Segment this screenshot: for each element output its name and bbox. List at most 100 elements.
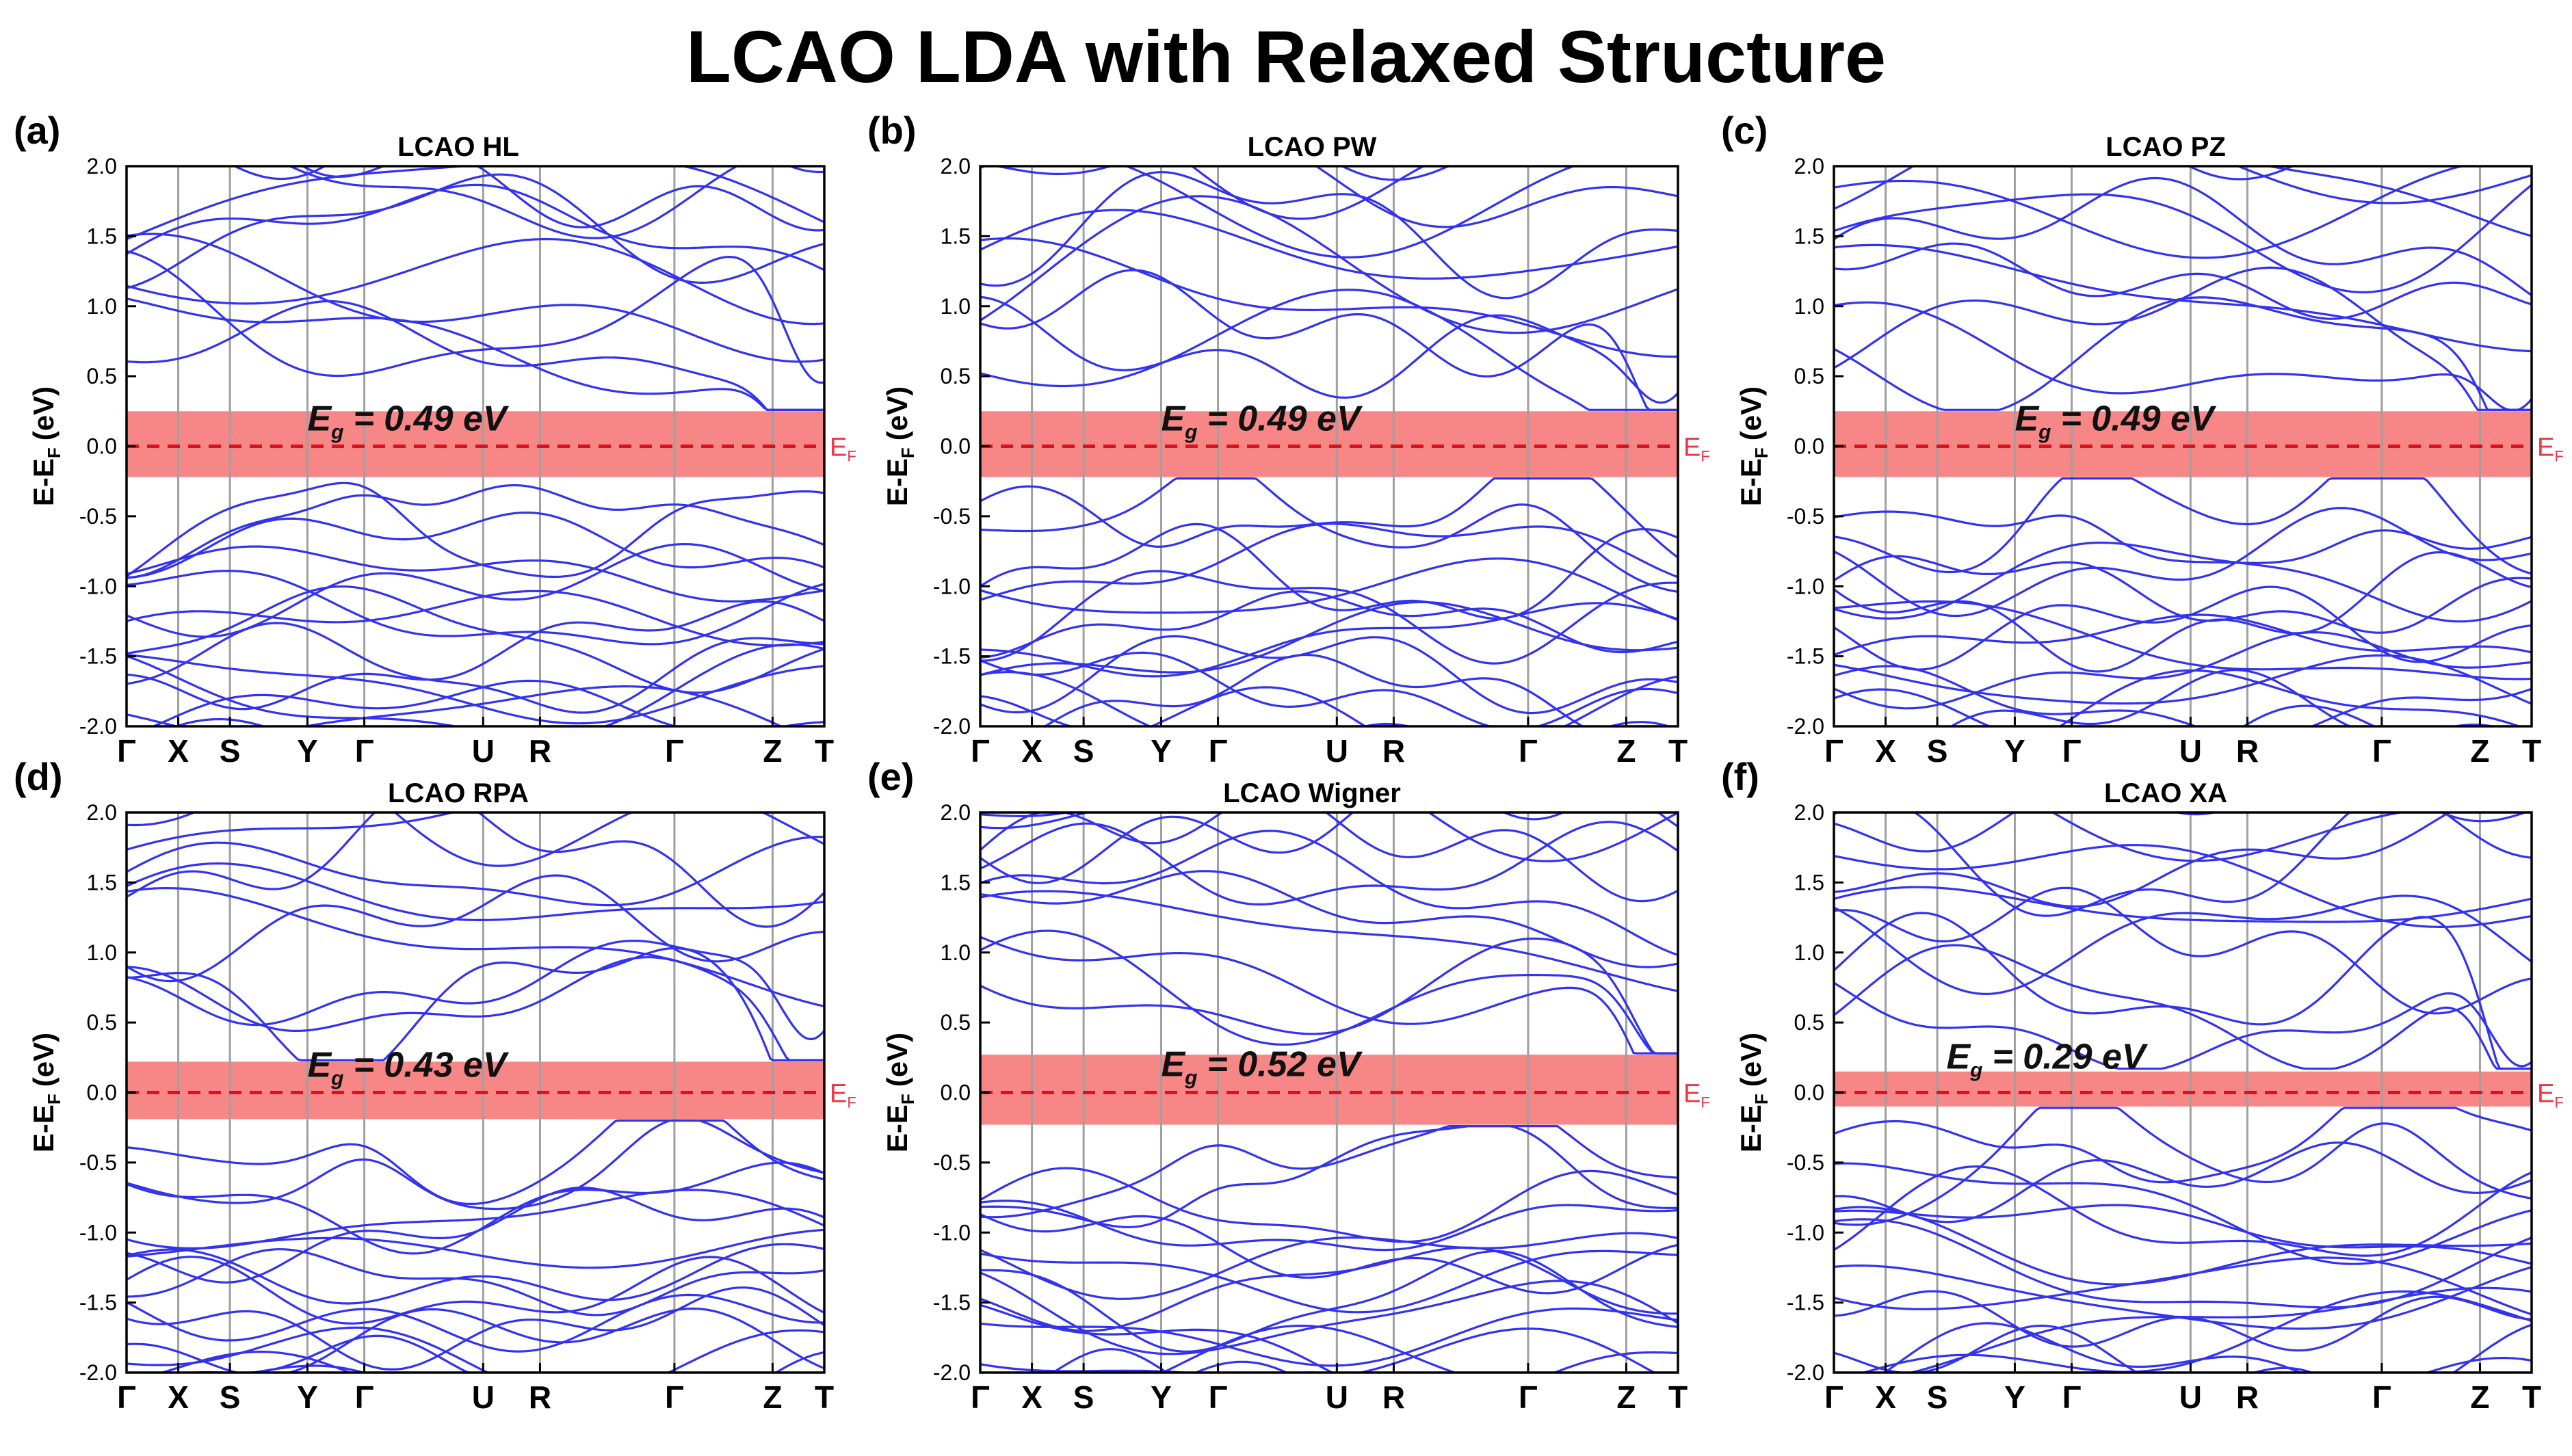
valence-band [980, 1213, 1678, 1295]
panel-label: (e) [867, 755, 914, 798]
conduction-band [1834, 166, 2467, 259]
x-tick-label: Y [2004, 733, 2025, 769]
conduction-band [980, 295, 1678, 404]
x-tick-label: X [1875, 733, 1896, 769]
gap-value: = 0.43 eV [353, 1045, 509, 1085]
y-tick-label: -2.0 [79, 714, 117, 739]
x-tick-label: Y [2004, 1379, 2025, 1415]
conduction-band [980, 936, 1678, 1055]
valence-band [1149, 686, 1678, 726]
y-tick-label: 0.0 [87, 1081, 117, 1105]
x-tick-label: Γ [1209, 1379, 1228, 1415]
panel-a: 2.01.51.00.50.0-0.5-1.0-1.5-2.0Γ X S Y Γ U R Γ Z… [14, 109, 856, 769]
conduction-band [2235, 166, 2532, 204]
x-tick-label: U [2179, 1379, 2202, 1415]
y-axis-label-unit: (eV) [881, 1033, 913, 1087]
conduction-band [1834, 895, 2532, 996]
gap-symbol: E [2015, 399, 2039, 438]
conduction-band [980, 237, 1678, 358]
valence-band [1834, 585, 2532, 671]
y-tick-label: 0.5 [1794, 1010, 1824, 1035]
x-tick-label: S [220, 733, 241, 769]
fermi-label-main: E [2537, 1080, 2554, 1109]
y-axis-label: E-EF (eV) [1735, 386, 1772, 506]
panel-label: (b) [867, 109, 917, 152]
y-tick-label: -0.5 [933, 1150, 971, 1175]
panel-label: (c) [1721, 109, 1768, 152]
band-gap-annotation: Eg = 0.49 eV [1161, 399, 1363, 443]
x-tick-label: Γ [1824, 733, 1843, 769]
y-tick-label: -2.0 [933, 714, 971, 739]
valence-band [1042, 653, 1678, 726]
valence-band [127, 545, 824, 603]
x-tick-label: Y [297, 733, 318, 769]
valence-band [1834, 600, 2532, 680]
valence-band [980, 651, 1678, 726]
x-tick-label: Γ [2062, 733, 2082, 769]
x-tick-label: R [1382, 1379, 1405, 1415]
y-axis-label-unit: (eV) [881, 386, 913, 440]
y-tick-label: -0.5 [79, 504, 117, 529]
valence-band [1949, 669, 2497, 726]
y-axis-label: E-EF (eV) [881, 1033, 918, 1152]
valence-band [127, 1256, 824, 1325]
x-tick-label: S [1927, 1379, 1948, 1415]
panel-d: 2.01.51.00.50.0-0.5-1.0-1.5-2.0Γ X S Y Γ U R Γ Z… [14, 755, 856, 1415]
panel-e: 2.01.51.00.50.0-0.5-1.0-1.5-2.0Γ X S Y Γ U R Γ Z… [867, 755, 1710, 1415]
x-tick-label: U [472, 733, 495, 769]
valence-band [980, 1246, 1678, 1332]
y-axis-label-sub: F [897, 447, 918, 458]
y-tick-label: 1.0 [1794, 294, 1824, 319]
x-tick-label: X [1021, 733, 1042, 769]
conduction-band [127, 956, 824, 1061]
conduction-band [127, 812, 824, 928]
gap-subscript: g [1184, 421, 1197, 443]
x-tick-label: Γ [1824, 1379, 1843, 1415]
valence-band [172, 718, 267, 726]
valence-band [980, 635, 1678, 715]
gap-value: = 0.49 eV [2060, 399, 2216, 438]
x-tick-label: Γ [971, 733, 990, 769]
x-tick-label: Y [297, 1379, 318, 1415]
fermi-label-sub: F [1701, 448, 1709, 465]
fermi-label-main: E [2537, 434, 2554, 462]
conduction-band [127, 947, 824, 1061]
x-tick-label: T [815, 1379, 834, 1415]
x-tick-label: R [2236, 733, 2259, 769]
gap-value: = 0.52 eV [1207, 1044, 1363, 1084]
y-axis-label: E-EF (eV) [27, 386, 64, 506]
conduction-band [393, 812, 634, 867]
valence-band [1834, 1141, 2532, 1223]
fermi-label-sub: F [1701, 1094, 1709, 1111]
y-tick-label: -1.0 [79, 574, 117, 598]
fermi-level-label: EF [2537, 434, 2564, 465]
band-gap-annotation: Eg = 0.49 eV [2015, 399, 2216, 443]
y-axis-label-unit: (eV) [27, 386, 60, 440]
valence-band [980, 1125, 1678, 1219]
conduction-band [1834, 301, 2532, 411]
valence-band [127, 570, 824, 646]
conduction-band [127, 250, 824, 384]
y-tick-label: 1.0 [87, 294, 117, 319]
y-tick-label: -1.0 [1787, 1220, 1824, 1245]
conduction-band [232, 166, 824, 181]
gap-subscript: g [330, 421, 343, 443]
x-tick-label: Γ [355, 733, 374, 769]
panel-title: LCAO XA [2104, 778, 2227, 808]
y-tick-label: -1.5 [79, 644, 117, 669]
gap-symbol: E [307, 399, 332, 438]
x-tick-label: Γ [117, 1379, 136, 1415]
valence-band [980, 1125, 1678, 1228]
panel-c: 2.01.51.00.50.0-0.5-1.0-1.5-2.0Γ X S Y Γ U R Γ Z… [1721, 109, 2564, 769]
band-gap-region [127, 411, 824, 477]
y-tick-label: -0.5 [1787, 504, 1824, 529]
valence-band [127, 1187, 824, 1284]
valence-band [127, 622, 824, 714]
gap-subscript: g [1184, 1066, 1197, 1089]
panel-title: LCAO RPA [388, 778, 529, 808]
panel-b: 2.01.51.00.50.0-0.5-1.0-1.5-2.0Γ X S Y Γ U R Γ Z… [867, 109, 1710, 769]
valence-band [127, 590, 824, 647]
conduction-band [1190, 166, 1426, 220]
conduction-band [1834, 184, 2532, 294]
conduction-band [1834, 176, 2532, 297]
